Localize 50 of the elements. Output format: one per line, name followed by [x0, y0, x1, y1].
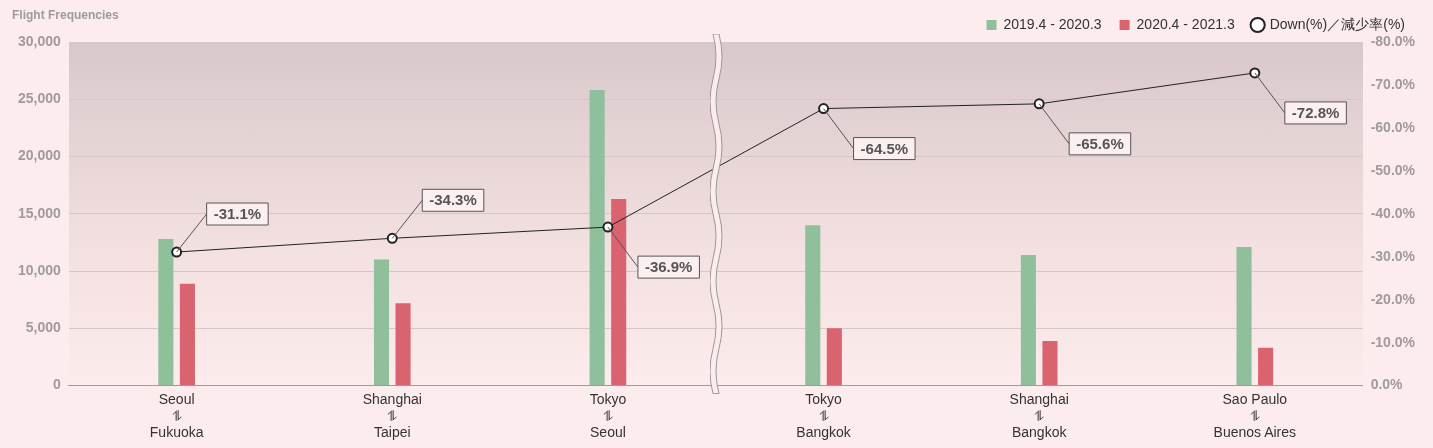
- data-label: -65.6%: [1076, 134, 1124, 152]
- y-tick-label: 25,000: [17, 90, 62, 107]
- bar: [373, 259, 390, 386]
- bar: [589, 90, 605, 386]
- y-tick-label: 5,000: [25, 319, 62, 336]
- bar: [1020, 255, 1036, 386]
- y2-tick-label: -70.0%: [1370, 75, 1416, 92]
- data-label: -72.8%: [1291, 104, 1340, 122]
- bar: [158, 239, 174, 386]
- point: [818, 103, 830, 115]
- x-tick-label: Shanghai ⥮ Bangkok: [1009, 390, 1069, 441]
- y2-tick-label: -80.0%: [1370, 32, 1416, 49]
- x-tick-label: Seoul ⥮ Fukuoka: [149, 390, 204, 441]
- y-tick-label: 10,000: [17, 261, 62, 278]
- y2-tick-label: 0.0%: [1370, 376, 1404, 393]
- y-tick-label: 0: [53, 376, 62, 393]
- y2-tick-label: -50.0%: [1370, 161, 1416, 178]
- chart-title: Flight Frequencies: [12, 8, 119, 22]
- x-tick-label: Tokyo ⥮ Seoul: [589, 390, 627, 441]
- bar: [611, 198, 627, 386]
- y2-tick-label: -30.0%: [1370, 247, 1416, 264]
- point: [171, 246, 183, 258]
- y2-tick-label: -20.0%: [1370, 290, 1416, 307]
- y2-tick-label: -10.0%: [1370, 333, 1416, 350]
- point: [386, 232, 398, 244]
- y2-tick-label: -40.0%: [1370, 204, 1416, 221]
- y-tick-label: 15,000: [17, 204, 62, 221]
- bar: [1042, 340, 1058, 386]
- y-tick-label: 20,000: [17, 147, 62, 164]
- data-label: -64.5%: [860, 139, 909, 157]
- legend-label: Down(%)／減少率(%): [1269, 15, 1406, 32]
- bar: [826, 328, 842, 386]
- bar: [805, 225, 821, 386]
- bar: [1236, 247, 1252, 386]
- x-tick-label: Sao Paulo ⥮ Buenos Aires: [1213, 390, 1297, 441]
- y-tick-label: 30,000: [17, 32, 62, 49]
- data-label: -34.3%: [429, 191, 477, 209]
- point: [602, 221, 614, 233]
- bar: [179, 283, 195, 386]
- x-tick-label: Tokyo ⥮ Bangkok: [796, 390, 852, 441]
- data-label: -36.9%: [644, 258, 693, 276]
- legend-label: 2019.4 - 2020.3: [1003, 15, 1102, 32]
- data-label: -31.1%: [213, 205, 262, 223]
- point: [1033, 98, 1045, 110]
- y2-tick-label: -60.0%: [1370, 118, 1416, 135]
- bar: [395, 303, 411, 386]
- legend-label: 2020.4 - 2021.3: [1136, 15, 1235, 32]
- point: [1249, 67, 1261, 79]
- bar: [1258, 347, 1274, 386]
- x-tick-label: Shanghai ⥮ Taipei: [362, 390, 422, 441]
